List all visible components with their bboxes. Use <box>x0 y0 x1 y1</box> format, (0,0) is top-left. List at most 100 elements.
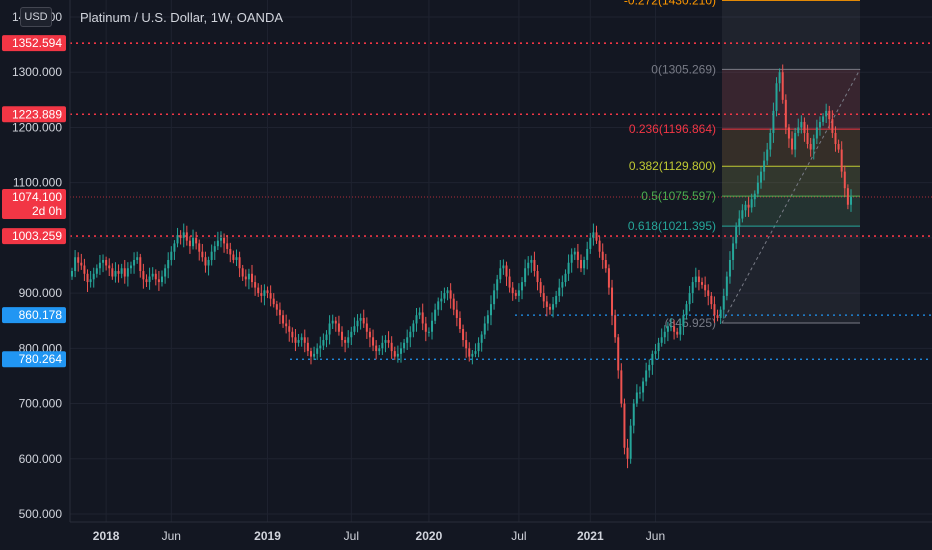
candle-body <box>443 293 446 299</box>
x-tick-label: 2019 <box>254 529 281 543</box>
candle-body <box>151 273 154 277</box>
candle-body <box>688 293 691 305</box>
candle-body <box>111 268 114 277</box>
chart-title: Platinum / U.S. Dollar, 1W, OANDA <box>80 10 284 25</box>
candle-body <box>558 287 561 296</box>
currency-button[interactable]: USD <box>20 7 52 27</box>
candle-body <box>598 240 601 252</box>
time-axis: 2018 Jun 2019 Jul 2020 Jul 2021 Jun <box>70 521 932 543</box>
candle-body <box>741 210 744 219</box>
fib-level-label: -0.272(1430.210) <box>624 0 716 7</box>
candle-body <box>86 273 89 283</box>
candle-body <box>74 257 77 272</box>
candle-body <box>850 196 852 205</box>
candle-body <box>611 287 614 316</box>
price-tag-bg <box>2 307 66 324</box>
y-tick-label: 600.000 <box>19 452 63 466</box>
candle-body <box>583 259 586 269</box>
candle-body <box>136 257 139 260</box>
x-tick-label: Jun <box>162 529 181 543</box>
candle-body <box>570 254 573 263</box>
candle-body <box>375 345 378 352</box>
candle-body <box>288 326 291 332</box>
candle-body <box>98 262 101 269</box>
candle-body <box>167 259 170 269</box>
candle-body <box>213 246 216 252</box>
candle-body <box>521 282 524 291</box>
candle-body <box>164 268 167 277</box>
candle-body <box>102 259 105 263</box>
candle-body <box>837 144 840 150</box>
candle-body <box>306 342 309 352</box>
candle-body <box>350 331 353 338</box>
fib-box <box>722 0 860 323</box>
candle-body <box>285 323 288 327</box>
candle-body <box>449 290 452 299</box>
candle-body <box>533 259 536 272</box>
candle-body <box>784 99 787 128</box>
candle-body <box>235 257 238 260</box>
candle-body <box>834 132 837 145</box>
candle-body <box>778 72 781 84</box>
price-tag-bg <box>2 228 66 245</box>
candle-body <box>368 331 371 338</box>
price-tag-label: 1003.259 <box>12 229 62 243</box>
candle-body <box>781 72 784 100</box>
candle-body <box>403 342 406 349</box>
candle-body <box>297 340 300 343</box>
candle-body <box>716 315 719 318</box>
candle-body <box>828 110 831 120</box>
candle-body <box>278 309 281 316</box>
candle-body <box>707 290 710 296</box>
candle-body <box>517 290 520 296</box>
candle-body <box>595 232 598 241</box>
candle-body <box>387 340 390 343</box>
price-tag-bg <box>2 35 66 52</box>
candle-body <box>384 340 387 343</box>
candle-body <box>846 188 849 205</box>
candle-body <box>818 121 821 128</box>
candle-body <box>673 326 676 332</box>
candle-body <box>477 342 480 352</box>
fib-level-label: 0.382(1129.800) <box>629 159 716 173</box>
candle-body <box>645 370 648 382</box>
candle-body <box>260 293 263 296</box>
candle-body <box>483 323 486 335</box>
candle-body <box>393 351 396 357</box>
candle-body <box>399 348 402 354</box>
candle-body <box>679 326 682 335</box>
candle-body <box>71 271 73 277</box>
candle-body <box>502 265 505 269</box>
candle-body <box>406 337 409 343</box>
candle-body <box>89 279 92 283</box>
candle-body <box>555 295 558 305</box>
candle-body <box>524 268 527 283</box>
candle-body <box>620 370 623 404</box>
candle-body <box>744 204 747 211</box>
candle-body <box>626 447 629 459</box>
candle-body <box>92 273 95 280</box>
candle-body <box>359 317 362 321</box>
candle-body <box>179 235 182 238</box>
y-tick-label: 1200.000 <box>12 120 62 134</box>
candle-body <box>797 127 800 133</box>
candle-body <box>697 276 700 283</box>
candle-body <box>446 290 449 294</box>
candle-body <box>676 331 679 335</box>
candle-body <box>238 257 241 269</box>
candle-body <box>322 340 325 346</box>
candle-body <box>216 240 219 247</box>
candle-body <box>123 268 126 277</box>
candle-body <box>204 257 207 266</box>
candle-body <box>713 304 716 316</box>
candle-body <box>300 337 303 341</box>
candle-body <box>266 290 269 294</box>
candle-body <box>822 116 825 122</box>
candle-body <box>694 276 697 283</box>
candle-body <box>344 340 347 343</box>
candle-body <box>511 287 514 294</box>
candle-body <box>728 259 731 277</box>
